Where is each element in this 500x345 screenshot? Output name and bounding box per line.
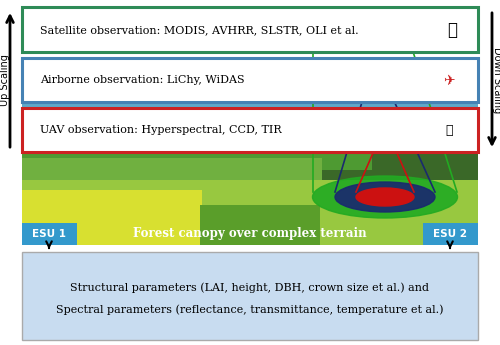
- Text: ESU 2: ESU 2: [433, 229, 467, 239]
- Text: Satellite observation: MODIS, AVHRR, SLSTR, OLI et al.: Satellite observation: MODIS, AVHRR, SLS…: [40, 25, 358, 35]
- Ellipse shape: [335, 182, 435, 212]
- Text: Up Scaling: Up Scaling: [0, 54, 10, 106]
- FancyBboxPatch shape: [423, 223, 478, 245]
- Bar: [22, 180, 478, 245]
- FancyBboxPatch shape: [22, 7, 478, 52]
- Text: 🚁: 🚁: [446, 124, 453, 137]
- Text: Airborne observation: LiChy, WiDAS: Airborne observation: LiChy, WiDAS: [40, 75, 244, 85]
- Text: Forest canopy over complex terrain: Forest canopy over complex terrain: [133, 227, 367, 240]
- Text: ✈: ✈: [443, 73, 455, 87]
- Bar: [22, 158, 322, 190]
- FancyBboxPatch shape: [22, 58, 478, 102]
- Text: ESU 1: ESU 1: [32, 229, 66, 239]
- Bar: [22, 190, 202, 245]
- Bar: [22, 125, 342, 165]
- FancyBboxPatch shape: [22, 252, 478, 340]
- Text: Down Scaling: Down Scaling: [492, 47, 500, 113]
- Bar: [22, 102, 478, 135]
- Text: Spectral parameters (reflectance, transmittance, temperature et al.): Spectral parameters (reflectance, transm…: [56, 305, 444, 315]
- Text: Structural parameters (LAI, height, DBH, crown size et al.) and: Structural parameters (LAI, height, DBH,…: [70, 283, 430, 293]
- Bar: [22, 140, 372, 170]
- Ellipse shape: [312, 176, 458, 218]
- FancyBboxPatch shape: [22, 108, 478, 152]
- Bar: [200, 205, 320, 245]
- Bar: [22, 125, 478, 150]
- Text: 🛰: 🛰: [447, 21, 457, 39]
- FancyBboxPatch shape: [22, 223, 77, 245]
- Text: UAV observation: Hyperspectral, CCD, TIR: UAV observation: Hyperspectral, CCD, TIR: [40, 125, 282, 135]
- Ellipse shape: [356, 188, 414, 206]
- Bar: [22, 102, 478, 245]
